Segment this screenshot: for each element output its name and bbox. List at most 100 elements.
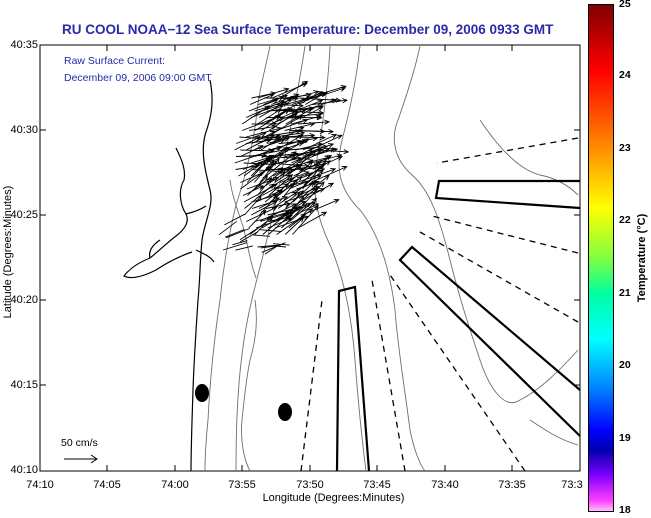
current-vector [305, 92, 326, 105]
current-vector-head [309, 132, 316, 139]
current-vector [242, 185, 264, 196]
y-axis-label: Latitude (Degrees:Minutes) [2, 185, 14, 319]
current-vector-head [287, 209, 294, 215]
current-vector-head [321, 211, 328, 217]
current-vector-head [343, 149, 350, 155]
current-vector [234, 149, 274, 164]
current-vector [257, 244, 282, 248]
current-vector [299, 182, 334, 203]
colorbar-tick: 24 [619, 69, 631, 81]
colorbar-tick: 20 [619, 359, 631, 371]
current-vector-head [275, 108, 282, 114]
current-vector [302, 106, 323, 118]
current-vector-head [323, 174, 330, 181]
current-vector [240, 145, 263, 157]
current-vector [284, 217, 304, 235]
current-vector-head [260, 132, 267, 137]
current-vector-head [306, 108, 313, 113]
current-vector-head [321, 159, 327, 166]
current-vector [281, 204, 307, 229]
current-vector-head [325, 160, 331, 166]
current-vector [234, 136, 261, 151]
x-tick-label: 74:10 [26, 479, 54, 491]
current-vector-head [274, 157, 280, 164]
current-vector-head [296, 139, 303, 145]
current-vector [284, 188, 325, 203]
current-vector [293, 161, 322, 177]
current-vector [285, 190, 304, 209]
current-vector-head [280, 167, 287, 174]
current-vector-head [283, 87, 290, 93]
current-vector [246, 134, 275, 151]
current-vector [240, 149, 274, 152]
current-vector [243, 183, 278, 203]
current-vector-head [319, 187, 326, 193]
current-vector-head [302, 80, 309, 86]
current-vector-head [329, 147, 336, 153]
current-vector [239, 225, 262, 241]
current-vector [241, 105, 270, 125]
colorbar-label: Temperature (°C) [636, 213, 648, 303]
current-vector-head [320, 134, 326, 141]
current-vector-head [301, 203, 308, 210]
current-vector-head [290, 151, 297, 157]
current-vector-head [298, 216, 305, 223]
current-vector [248, 210, 267, 229]
current-vector [288, 175, 322, 190]
current-vector-head [336, 134, 343, 140]
x-tick-label: 73:3 [561, 479, 583, 491]
current-vector [261, 102, 288, 112]
current-vector-head [276, 145, 283, 151]
x-tick-label: 73:50 [296, 479, 324, 491]
current-vector-head [331, 133, 338, 139]
current-vector [297, 211, 327, 229]
current-vector-head [269, 159, 275, 165]
current-vector-head [315, 161, 322, 167]
x-tick-label: 74:00 [161, 479, 189, 491]
current-legend-title: Raw Surface Current: [64, 55, 165, 67]
current-vector [235, 245, 254, 251]
current-vector [262, 212, 289, 235]
y-tick-label: 40:10 [10, 464, 38, 476]
current-vector [254, 167, 283, 190]
current-vector-head [281, 94, 288, 100]
current-vector-head [333, 198, 340, 204]
current-vector-head [256, 195, 262, 201]
current-vector [255, 215, 293, 229]
colorbar-tick: 18 [619, 504, 631, 516]
current-vector [292, 181, 315, 203]
current-legend-time: December 09, 2006 09:00 GMT [64, 72, 212, 84]
current-vector-head [273, 176, 280, 182]
colorbar-tick: 19 [619, 432, 631, 444]
current-vector-head [310, 150, 317, 156]
current-vector [265, 151, 297, 177]
current-vector-head [311, 187, 318, 193]
current-vector [260, 136, 281, 151]
current-vector-head [311, 180, 318, 186]
current-vector-head [315, 174, 322, 180]
current-vector [243, 161, 264, 177]
current-vector-head [271, 201, 278, 206]
current-vector-head [271, 206, 278, 212]
current-vector-head [328, 182, 335, 188]
current-vector [249, 125, 277, 131]
current-vector-head [255, 136, 262, 142]
current-vector [272, 82, 308, 99]
current-vector-head [277, 188, 283, 195]
y-tick-label: 40:20 [10, 294, 38, 306]
current-vector [240, 166, 272, 190]
scale-arrow [64, 454, 98, 464]
current-vector [274, 163, 303, 183]
current-vector-head [257, 145, 264, 150]
current-vector [218, 220, 238, 236]
x-tick-label: 73:40 [431, 479, 459, 491]
current-vector [232, 240, 248, 246]
buoy-marker [278, 403, 292, 421]
current-vector [260, 210, 281, 222]
current-vector-head [278, 100, 285, 106]
current-vector-head [262, 175, 269, 181]
current-vector [257, 88, 289, 99]
current-vector-head [266, 154, 272, 161]
current-vector [286, 150, 316, 177]
